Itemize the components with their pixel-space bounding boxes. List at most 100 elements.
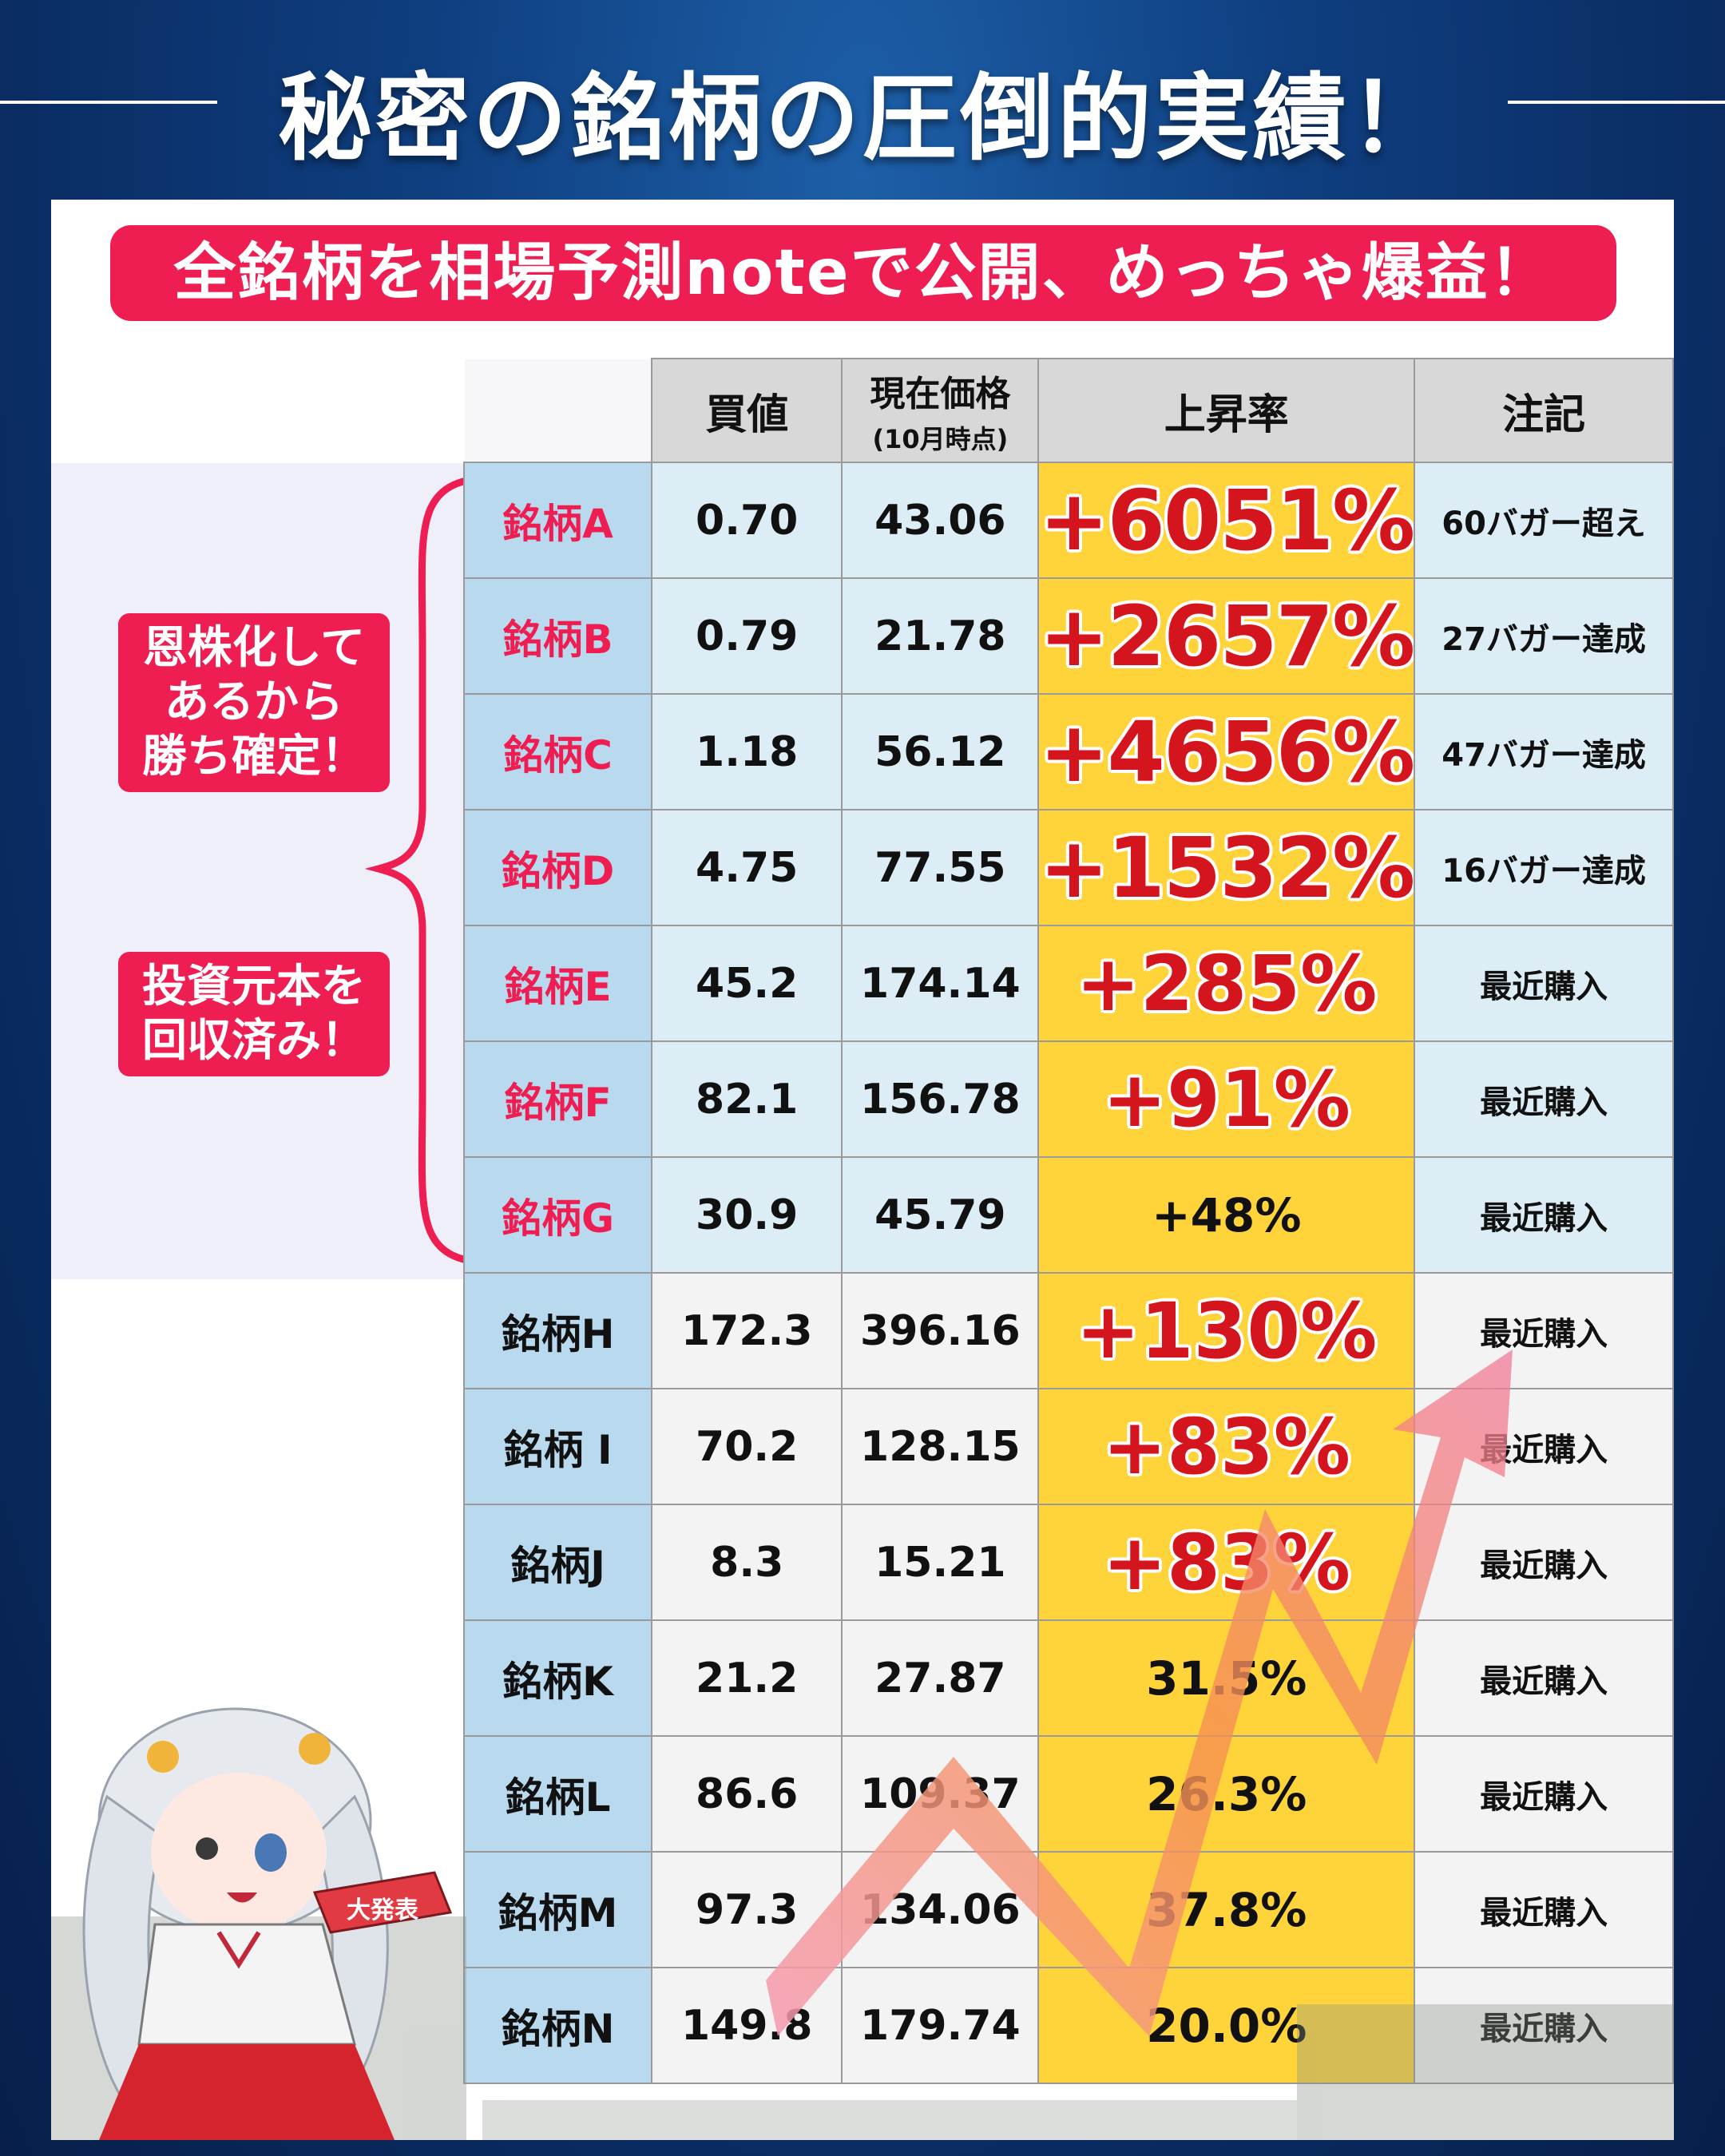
current-price-cell: 156.78 <box>841 1040 1040 1158</box>
table-row: 銘柄J 8.3 15.21 +83% 最近購入 <box>462 1504 1674 1621</box>
rise-rate-cell: +1532% <box>1037 809 1416 926</box>
rise-rate-cell: +4656% <box>1037 693 1416 810</box>
buy-price-cell: 0.79 <box>651 577 843 695</box>
stock-name-cell: 銘柄B <box>462 577 653 695</box>
note-cell: 16バガー達成 <box>1414 809 1674 926</box>
note-cell: 最近購入 <box>1414 1156 1674 1274</box>
header-blank <box>464 359 653 463</box>
current-price-cell: 15.21 <box>841 1504 1040 1621</box>
buy-price-cell: 82.1 <box>651 1040 843 1158</box>
header-current-price: 現在価格 (10月時点) <box>841 358 1040 463</box>
rise-rate-cell: +83% <box>1037 1388 1416 1505</box>
rise-rate-cell: +6051% <box>1037 462 1416 579</box>
header-rise-rate: 上昇率 <box>1037 358 1416 463</box>
stock-name-cell: 銘柄K <box>462 1619 653 1737</box>
stock-name-cell: 銘柄C <box>462 693 653 810</box>
note-cell: 27バガー達成 <box>1414 577 1674 695</box>
promo-banner: 全銘柄を相場予測noteで公開、めっちゃ爆益！ <box>110 225 1616 321</box>
note-cell: 最近購入 <box>1414 1272 1674 1389</box>
note-cell: 47バガー達成 <box>1414 693 1674 810</box>
table-row: 銘柄B 0.79 21.78 +2657% 27バガー達成 <box>462 577 1674 695</box>
stock-name-cell: 銘柄G <box>462 1156 653 1274</box>
page-title: 秘密の銘柄の圧倒的実績！ <box>277 63 1447 173</box>
table-row: 銘柄N 149.8 179.74 20.0% 最近購入 <box>462 1967 1674 2084</box>
rise-rate-cell: 31.5% <box>1037 1619 1416 1737</box>
header-current-price-sub: (10月時点) <box>872 424 1009 454</box>
stock-name-cell: 銘柄L <box>462 1735 653 1853</box>
table-row: 銘柄C 1.18 56.12 +4656% 47バガー達成 <box>462 693 1674 810</box>
rise-rate-cell: +91% <box>1037 1040 1416 1158</box>
note-cell: 最近購入 <box>1414 1851 1674 1968</box>
buy-price-cell: 172.3 <box>651 1272 843 1389</box>
table-header-row: 買値 現在価格 (10月時点) 上昇率 注記 <box>464 358 1674 463</box>
character-illustration: 大発表 <box>82 1707 453 2140</box>
fan-text: 大発表 <box>347 1896 418 1924</box>
buy-price-cell: 4.75 <box>651 809 843 926</box>
current-price-cell: 45.79 <box>841 1156 1040 1274</box>
table-row: 銘柄M 97.3 134.06 37.8% 最近購入 <box>462 1851 1674 1968</box>
table-row: 銘柄A 0.70 43.06 +6051% 60バガー超え <box>462 462 1674 579</box>
note-cell: 60バガー超え <box>1414 462 1674 579</box>
current-price-cell: 27.87 <box>841 1619 1040 1737</box>
table-row: 銘柄L 86.6 109.37 26.3% 最近購入 <box>462 1735 1674 1853</box>
table-row: 銘柄F 82.1 156.78 +91% 最近購入 <box>462 1040 1674 1158</box>
header-buy-price: 買値 <box>651 358 843 463</box>
rise-rate-cell: +48% <box>1037 1156 1416 1274</box>
current-price-cell: 109.37 <box>841 1735 1040 1853</box>
note-cell: 最近購入 <box>1414 1040 1674 1158</box>
stock-name-cell: 銘柄F <box>462 1040 653 1158</box>
side-label-principal-recovered-text: 投資元本を 回収済み！ <box>142 961 366 1067</box>
rise-rate-cell: 26.3% <box>1037 1735 1416 1853</box>
table-row: 銘柄D 4.75 77.55 +1532% 16バガー達成 <box>462 809 1674 926</box>
stock-name-cell: 銘柄A <box>462 462 653 579</box>
title-line-left <box>0 101 217 104</box>
rise-rate-cell: +2657% <box>1037 577 1416 695</box>
buy-price-cell: 8.3 <box>651 1504 843 1621</box>
side-label-gift-shares-text: 恩株化して あるから 勝ち確定！ <box>142 622 366 783</box>
header-current-price-label: 現在価格 <box>870 374 1011 414</box>
rise-rate-cell: +130% <box>1037 1272 1416 1389</box>
current-price-cell: 179.74 <box>841 1967 1040 2084</box>
table-row: 銘柄 I 70.2 128.15 +83% 最近購入 <box>462 1388 1674 1505</box>
buy-price-cell: 0.70 <box>651 462 843 579</box>
stock-name-cell: 銘柄M <box>462 1851 653 1968</box>
side-label-principal-recovered: 投資元本を 回収済み！ <box>118 952 390 1076</box>
note-cell: 最近購入 <box>1414 1388 1674 1505</box>
table-row: 銘柄K 21.2 27.87 31.5% 最近購入 <box>462 1619 1674 1737</box>
current-price-cell: 396.16 <box>841 1272 1040 1389</box>
table-body: 銘柄A 0.70 43.06 +6051% 60バガー超え 銘柄B 0.79 21.78 +26… <box>462 462 1674 2084</box>
note-cell: 最近購入 <box>1414 1504 1674 1621</box>
header-note: 注記 <box>1414 358 1674 463</box>
buy-price-cell: 45.2 <box>651 925 843 1042</box>
table-row: 銘柄H 172.3 396.16 +130% 最近購入 <box>462 1272 1674 1389</box>
stock-name-cell: 銘柄 I <box>462 1388 653 1505</box>
current-price-cell: 174.14 <box>841 925 1040 1042</box>
current-price-cell: 43.06 <box>841 462 1040 579</box>
rise-rate-cell: 20.0% <box>1037 1967 1416 2084</box>
buy-price-cell: 149.8 <box>651 1967 843 2084</box>
note-cell: 最近購入 <box>1414 1619 1674 1737</box>
stock-name-cell: 銘柄H <box>462 1272 653 1389</box>
title-line-right <box>1508 101 1725 104</box>
stock-name-cell: 銘柄N <box>462 1967 653 2084</box>
current-price-cell: 128.15 <box>841 1388 1040 1505</box>
table-row: 銘柄E 45.2 174.14 +285% 最近購入 <box>462 925 1674 1042</box>
buy-price-cell: 1.18 <box>651 693 843 810</box>
current-price-cell: 77.55 <box>841 809 1040 926</box>
note-cell: 最近購入 <box>1414 1735 1674 1853</box>
note-cell: 最近購入 <box>1414 1967 1674 2084</box>
side-label-gift-shares: 恩株化して あるから 勝ち確定！ <box>118 613 390 792</box>
buy-price-cell: 70.2 <box>651 1388 843 1505</box>
buy-price-cell: 30.9 <box>651 1156 843 1274</box>
buy-price-cell: 21.2 <box>651 1619 843 1737</box>
stock-name-cell: 銘柄E <box>462 925 653 1042</box>
buy-price-cell: 97.3 <box>651 1851 843 1968</box>
results-table: 買値 現在価格 (10月時点) 上昇率 注記 銘柄A 0.70 43.06 +6051… <box>462 358 1674 2084</box>
rise-rate-cell: +83% <box>1037 1504 1416 1621</box>
buy-price-cell: 86.6 <box>651 1735 843 1853</box>
current-price-cell: 21.78 <box>841 577 1040 695</box>
rise-rate-cell: +285% <box>1037 925 1416 1042</box>
stock-name-cell: 銘柄D <box>462 809 653 926</box>
rise-rate-cell: 37.8% <box>1037 1851 1416 1968</box>
results-panel: 全銘柄を相場予測noteで公開、めっちゃ爆益！ 恩株化して あるから 勝ち確定！ 投… <box>51 200 1674 2140</box>
